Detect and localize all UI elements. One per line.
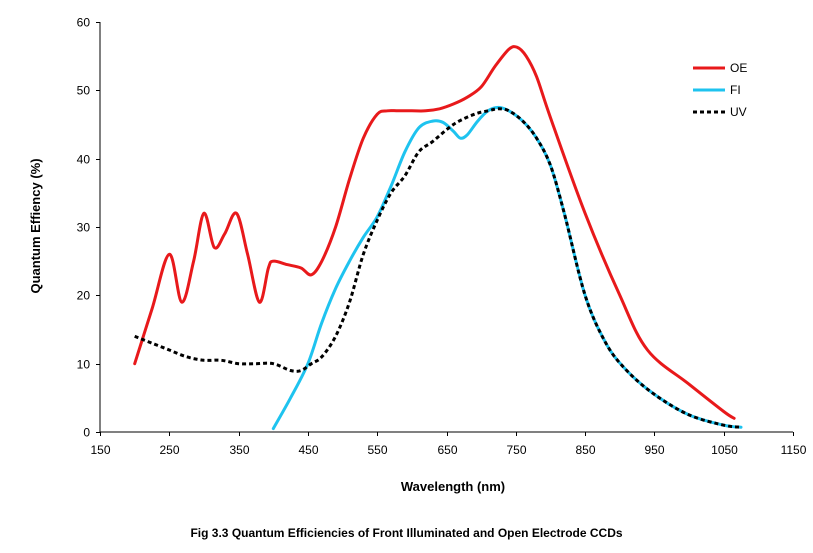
x-tick-label: 850 [575, 443, 595, 457]
x-tick-label: 650 [437, 443, 457, 457]
x-tick-label: 950 [644, 443, 664, 457]
y-tick-label: 10 [77, 358, 91, 372]
y-tick-label: 0 [83, 426, 90, 440]
x-tick-label: 350 [229, 443, 249, 457]
x-tick-label: 250 [159, 443, 179, 457]
y-tick-label: 60 [77, 16, 91, 30]
legend: OE FI UV [688, 58, 760, 122]
x-tick-label: 150 [90, 443, 110, 457]
x-tick-label: 450 [298, 443, 318, 457]
plot-series [133, 45, 743, 431]
legend-label-oe: OE [730, 61, 747, 75]
x-tick-label: 550 [367, 443, 387, 457]
y-tick-label: 30 [77, 221, 91, 235]
x-tick-label: 750 [506, 443, 526, 457]
y-tick-label: 50 [77, 84, 91, 98]
series-line-oe [133, 45, 736, 420]
x-axis-title: Wavelength (nm) [401, 479, 505, 494]
y-tick-label: 20 [77, 289, 91, 303]
legend-label-fi: FI [730, 83, 741, 97]
x-tick-label: 1050 [711, 443, 738, 457]
legend-label-uv: UV [730, 105, 747, 119]
y-tick-label: 40 [77, 153, 91, 167]
figure-caption: Fig 3.3 Quantum Efficiencies of Front Il… [190, 526, 623, 540]
tick-labels: 0 10 20 30 40 50 60 150 250 350 450 550 650 750 850 950… [77, 16, 807, 458]
y-axis-title: Quantum Effiency (%) [28, 158, 43, 293]
series-line-uv [134, 107, 742, 429]
series-line-fi [271, 105, 743, 431]
x-tick-label: 1150 [781, 443, 807, 457]
tick-marks [96, 22, 794, 436]
